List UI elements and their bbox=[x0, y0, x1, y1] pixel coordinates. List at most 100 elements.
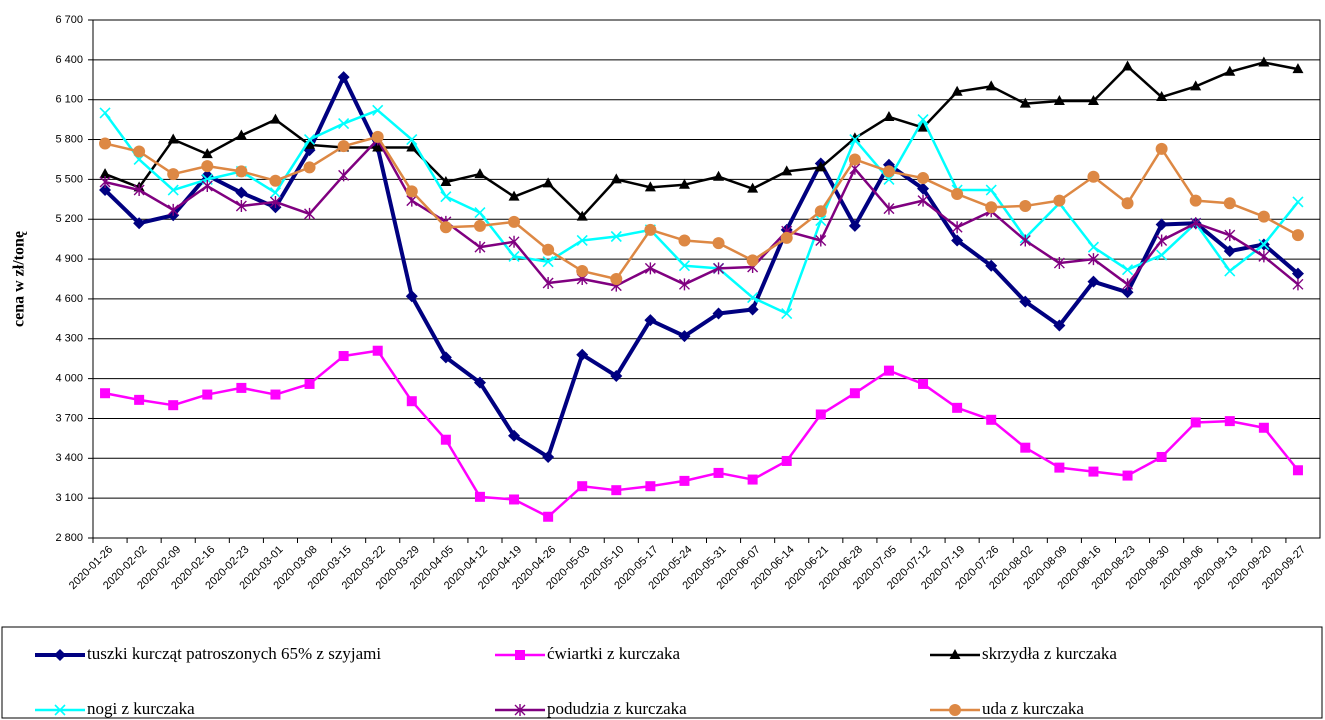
marker bbox=[1189, 194, 1202, 207]
marker bbox=[610, 173, 622, 184]
marker bbox=[338, 351, 349, 362]
marker bbox=[304, 138, 316, 149]
marker bbox=[1156, 91, 1168, 102]
marker bbox=[644, 314, 657, 327]
marker bbox=[747, 182, 759, 193]
marker bbox=[678, 260, 691, 272]
marker bbox=[747, 292, 759, 304]
marker bbox=[611, 485, 622, 496]
marker bbox=[985, 184, 997, 196]
plot-area bbox=[92, 19, 1321, 539]
marker bbox=[168, 400, 179, 411]
marker bbox=[1088, 466, 1099, 477]
marker bbox=[1053, 95, 1065, 106]
marker bbox=[1155, 142, 1168, 155]
marker bbox=[712, 307, 725, 320]
marker bbox=[1190, 417, 1201, 428]
marker bbox=[269, 195, 281, 208]
marker bbox=[679, 475, 690, 486]
y-tick-label: 6 100 bbox=[55, 94, 83, 106]
marker bbox=[406, 133, 418, 146]
marker bbox=[133, 184, 145, 197]
marker bbox=[167, 184, 179, 196]
marker bbox=[883, 202, 895, 215]
marker bbox=[542, 450, 555, 463]
marker bbox=[303, 161, 316, 174]
marker bbox=[815, 214, 827, 227]
marker bbox=[515, 650, 525, 660]
marker bbox=[235, 165, 248, 178]
marker bbox=[678, 278, 690, 291]
marker bbox=[405, 185, 418, 198]
marker bbox=[99, 176, 111, 189]
marker bbox=[1291, 229, 1304, 242]
marker bbox=[1122, 60, 1134, 71]
marker bbox=[1122, 278, 1134, 291]
marker bbox=[405, 290, 418, 303]
marker bbox=[1155, 218, 1168, 231]
marker bbox=[202, 389, 213, 400]
series-line bbox=[104, 349, 1299, 518]
marker bbox=[1224, 65, 1236, 76]
marker bbox=[576, 234, 588, 247]
marker bbox=[473, 219, 486, 232]
marker bbox=[1121, 286, 1134, 299]
marker bbox=[508, 215, 521, 228]
y-tick-label: 3 700 bbox=[55, 412, 83, 424]
marker bbox=[474, 168, 486, 179]
legend-label: tuszki kurcząt patroszonych 65% z szyjam… bbox=[87, 644, 381, 663]
marker bbox=[644, 181, 656, 192]
marker bbox=[781, 455, 792, 466]
y-axis-label: cena w zł/tonę bbox=[11, 231, 28, 327]
marker bbox=[473, 376, 486, 389]
marker bbox=[746, 254, 759, 267]
marker bbox=[1258, 422, 1269, 433]
y-tick-label: 6 400 bbox=[55, 54, 83, 66]
marker bbox=[849, 132, 861, 143]
marker bbox=[949, 704, 961, 716]
marker bbox=[542, 276, 554, 289]
marker bbox=[1087, 275, 1100, 288]
marker bbox=[543, 511, 554, 522]
marker bbox=[1087, 253, 1099, 266]
y-tick-label: 2 800 bbox=[55, 532, 83, 544]
marker bbox=[1190, 217, 1202, 230]
marker bbox=[235, 186, 248, 199]
marker bbox=[713, 170, 725, 181]
marker bbox=[406, 141, 418, 152]
marker bbox=[780, 231, 793, 244]
marker bbox=[99, 184, 112, 197]
marker bbox=[576, 210, 588, 221]
legend-box bbox=[1, 626, 1323, 719]
series bbox=[99, 104, 1304, 320]
legend-label: podudzia z kurczaka bbox=[547, 699, 687, 718]
marker bbox=[1292, 465, 1303, 476]
marker bbox=[54, 704, 66, 716]
marker bbox=[917, 182, 930, 195]
marker bbox=[542, 177, 554, 188]
marker bbox=[304, 207, 316, 220]
marker bbox=[917, 121, 929, 132]
marker bbox=[1019, 199, 1032, 212]
marker bbox=[1019, 97, 1031, 108]
y-tick-label: 4 300 bbox=[55, 333, 83, 345]
marker bbox=[882, 165, 895, 178]
series-line bbox=[104, 135, 1299, 281]
marker bbox=[474, 491, 485, 502]
series-line bbox=[104, 61, 1299, 218]
marker bbox=[610, 230, 622, 243]
marker bbox=[746, 303, 759, 316]
marker bbox=[951, 85, 963, 96]
marker bbox=[338, 169, 350, 182]
marker bbox=[747, 474, 758, 485]
series-line bbox=[104, 138, 1299, 287]
marker bbox=[815, 161, 827, 172]
marker bbox=[1121, 197, 1134, 210]
y-tick-label: 5 800 bbox=[55, 133, 83, 145]
marker bbox=[1292, 196, 1304, 208]
marker bbox=[372, 104, 384, 116]
marker bbox=[100, 388, 111, 399]
marker bbox=[236, 382, 247, 393]
marker bbox=[644, 223, 657, 236]
